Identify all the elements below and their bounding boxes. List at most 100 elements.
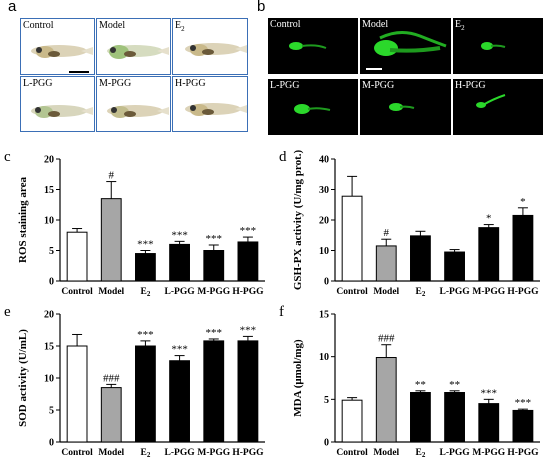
fluorescence-label: L-PGG [270,80,300,91]
y-tick-label: 20 [44,155,54,166]
category-label: H-PGG [507,448,539,458]
bar [66,345,88,443]
bar [237,241,259,282]
y-tick-label: 0 [49,438,54,449]
y-tick-label: 0 [49,277,54,288]
y-tick-label: 10 [319,246,329,257]
y-axis-label: SOD activity (U/mL) [17,329,29,427]
brightfield-e2: E2 [172,18,248,75]
bar [375,357,397,443]
brightfield-label: L-PGG [23,78,53,89]
y-tick-label: 15 [44,185,54,196]
category-label: E2 [140,448,150,459]
y-tick-label: 10 [44,216,54,227]
y-tick-label: 40 [319,155,329,166]
significance-mark: ** [415,379,426,391]
panel-letter: c [4,149,11,165]
bar [66,231,88,282]
y-tick-label: 10 [44,374,54,385]
bar [410,392,431,443]
fluorescence-e2: E2 [453,18,543,74]
y-tick-label: 0 [324,277,329,288]
significance-mark: # [384,227,390,239]
bar [478,403,500,443]
chart-e: e SOD activity (U/mL) 0 5 10 15 20 Control ### Mo… [4,304,265,459]
category-label: Control [61,448,93,458]
category-label: M-PGG [197,448,230,458]
fluorescence-image [289,42,327,50]
bar [237,340,259,443]
category-label: Model [373,448,399,458]
category-label: Control [336,448,368,458]
category-label: E2 [140,287,150,298]
fluorescence-image [389,103,415,111]
bar [135,345,156,443]
y-axis-label: MDA (μmol/mg) [292,339,304,417]
y-axis-label: GSH-PX activity (U/mg prot.) [292,150,304,291]
bar [341,399,363,443]
y-tick-label: 30 [319,185,329,196]
fluorescence-label: H-PGG [455,80,486,91]
category-label: Model [373,287,399,297]
chart-d: d GSH-PX activity (U/mg prot.) 0 10 20 30 40 Co… [279,149,540,298]
larva-image [185,103,247,116]
y-tick-label: 5 [49,246,54,257]
fluorescence-image [481,42,506,50]
y-tick-label: 15 [319,310,329,321]
significance-mark: *** [137,329,154,341]
fluorescence-h-pgg: H-PGG [453,79,543,135]
bar [135,253,156,282]
y-tick-label: 10 [319,352,329,363]
brightfield-l-pgg: L-PGG [20,76,95,132]
significance-mark: *** [206,233,223,245]
category-label: L-PGG [440,448,471,458]
bar [444,251,465,282]
scale-bar [69,71,89,73]
larva-image [31,105,93,118]
bar [169,360,190,443]
category-label: Control [61,287,93,297]
brightfield-label: Control [23,20,54,31]
category-label: E2 [415,448,425,459]
brightfield-label: M-PGG [99,78,132,89]
significance-mark: * [486,213,492,225]
category-label: H-PGG [232,448,264,458]
panel-letter: d [279,149,287,165]
bar [410,235,431,282]
significance-mark: *** [137,239,154,251]
larva-image [185,43,247,56]
y-tick-label: 15 [44,342,54,353]
bar [512,214,534,282]
bar [375,245,397,282]
significance-mark: *** [171,344,188,356]
significance-mark: # [109,170,115,182]
category-label: L-PGG [165,448,196,458]
bar [100,387,122,443]
fluorescence-model: Model [360,18,451,74]
brightfield-label: Model [99,20,126,31]
chart-c: c ROS staining area 0 5 10 15 20 Control # Model *… [4,149,265,298]
fluorescence-m-pgg: M-PGG [360,79,451,135]
fluorescence-image [476,94,506,108]
brightfield-model: Model [96,18,171,75]
category-label: M-PGG [472,448,505,458]
panel-letter: f [279,304,284,320]
bar [341,195,363,282]
category-label: L-PGG [440,287,471,297]
chart-f: f MDA (μmol/mg) 0 5 10 15 Control ### Model ** E2 *… [279,304,540,459]
significance-mark: *** [240,225,257,237]
bar [100,198,122,282]
bar [203,250,225,282]
bar [512,409,534,443]
y-tick-label: 20 [319,216,329,227]
significance-mark: ** [449,379,460,391]
y-tick-label: 5 [324,395,329,406]
y-tick-label: 20 [44,310,54,321]
category-label: H-PGG [232,287,264,297]
fluorescence-image [374,31,447,56]
brightfield-h-pgg: H-PGG [172,76,248,132]
fluorescence-label: Control [270,19,301,30]
panel-letter: e [4,304,11,320]
fluorescence-label: Model [362,19,389,30]
fluorescence-control: Control [268,18,358,74]
